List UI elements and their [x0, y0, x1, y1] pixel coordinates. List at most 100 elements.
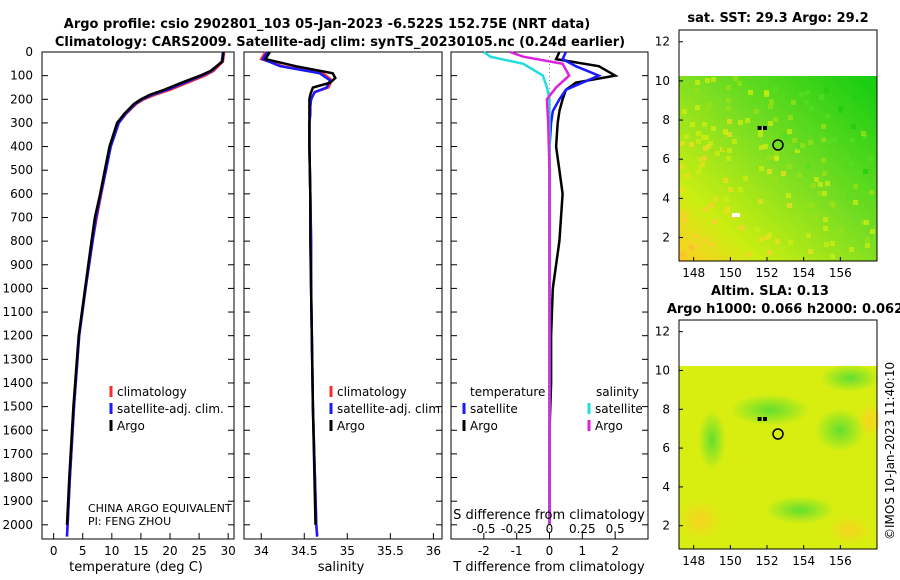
- sst-map: ▪▪: [678, 29, 878, 262]
- map-x-tick-label: 152: [756, 266, 779, 280]
- sst-pixel: [768, 121, 773, 126]
- sst-pixel: [774, 85, 779, 90]
- sst-pixel: [769, 155, 774, 160]
- sst-argo-marker: [772, 139, 784, 151]
- sst-pixel: [774, 151, 779, 156]
- sst-pixel: [696, 139, 701, 144]
- sst-pixel: [764, 235, 769, 240]
- sst-pixel: [845, 155, 850, 160]
- sst-pixel: [745, 118, 750, 123]
- sst-pixel: [766, 155, 771, 160]
- sst-pixel: [769, 99, 774, 104]
- depth-axis: 0 100 200 300 400 500 600 700 800 900 1000 1100 1200…: [2, 45, 648, 532]
- sla-float-track: ▪▪: [757, 414, 768, 423]
- sst-pixel: [707, 102, 712, 107]
- sst-pixel: [807, 203, 812, 208]
- temperature-legend: climatology satellite-adj. clim. Argo: [109, 385, 224, 433]
- sst-pixel: [825, 181, 830, 186]
- legend-s-argo: Argo: [595, 419, 623, 433]
- sst-pixel: [822, 171, 827, 176]
- sst-pixel: [805, 90, 810, 95]
- sst-pixel: [821, 137, 826, 142]
- sst-pixel: [682, 218, 687, 223]
- sst-pixel: [773, 88, 778, 93]
- diff-x-tick-label: 1: [579, 544, 587, 558]
- sst-pixel: [827, 139, 832, 144]
- sst-pixel: [739, 225, 744, 230]
- sst-pixel: [823, 226, 828, 231]
- sst-pixel: [811, 183, 816, 188]
- sst-pixel: [832, 137, 837, 142]
- sst-pixel: [800, 143, 805, 148]
- sst-pixel: [680, 252, 685, 257]
- sst-pixel: [696, 131, 701, 136]
- sst-pixel: [862, 134, 867, 139]
- sst-pixel: [773, 117, 778, 122]
- map-y-tick-label: 2: [662, 231, 670, 245]
- map-x-tick-label: 150: [719, 266, 742, 280]
- sst-pixel: [695, 80, 700, 85]
- map-y-tick-label: 10: [655, 363, 670, 377]
- sst-pixel: [759, 166, 764, 171]
- sst-pixel: [871, 79, 876, 84]
- sst-pixel: [808, 249, 813, 254]
- difference-legend: temperature salinity satellite Argo sate…: [462, 385, 643, 433]
- credit-line2: PI: FENG ZHOU: [88, 515, 171, 528]
- sst-pixel: [742, 81, 747, 86]
- sst-pixel: [705, 106, 710, 111]
- sst-pixel: [708, 141, 713, 146]
- legend-salinity: salinity: [596, 385, 639, 399]
- map-x-tick-label: 152: [756, 554, 779, 568]
- sst-map-title: sat. SST: 29.3 Argo: 29.2: [687, 11, 868, 26]
- sst-pixel: [864, 186, 869, 191]
- sst-pixel: [746, 252, 751, 257]
- sst-pixel: [743, 176, 748, 181]
- series-line-argo: [263, 51, 337, 525]
- sst-pixel: [723, 178, 728, 183]
- sst-pixel: [851, 124, 856, 129]
- sst-pixel: [758, 127, 763, 132]
- sst-pixel: [797, 173, 802, 178]
- sst-pixel: [728, 187, 733, 192]
- sst-pixel: [737, 81, 742, 86]
- sst-pixel: [694, 234, 699, 239]
- sst-pixel: [705, 78, 710, 83]
- depth-tick-label: 200: [10, 92, 33, 106]
- sst-pixel: [799, 92, 804, 97]
- sst-pixel: [839, 228, 844, 233]
- series-line-temperature-argo: [548, 51, 619, 525]
- sst-pixel: [689, 142, 694, 147]
- depth-tick-label: 1000: [2, 281, 33, 295]
- sla-map: ▪▪: [678, 319, 882, 550]
- sst-pixel: [703, 207, 708, 212]
- temperature-panel: [41, 51, 235, 540]
- sst-pixel: [694, 243, 699, 248]
- sst-pixel: [787, 203, 792, 208]
- sst-pixel: [732, 139, 737, 144]
- sst-pixel: [864, 220, 869, 225]
- sst-pixel: [861, 183, 866, 188]
- depth-tick-label: 1800: [2, 471, 33, 485]
- depth-tick-label: 1700: [2, 447, 33, 461]
- legend-satellite-adj: satellite-adj. clim.: [117, 402, 224, 416]
- diff-top-tick-label: 0: [546, 522, 554, 536]
- depth-tick-label: 900: [10, 258, 33, 272]
- legend-t-satellite: satellite: [470, 402, 518, 416]
- sst-float-track: ▪▪: [757, 123, 768, 132]
- sst-pixel: [763, 144, 768, 149]
- legend-climatology-s: climatology: [337, 385, 407, 399]
- sst-pixel: [702, 238, 707, 243]
- sst-pixel: [702, 122, 707, 127]
- depth-tick-label: 1600: [2, 423, 33, 437]
- sst-pixel: [697, 165, 702, 170]
- map-y-tick-label: 12: [655, 325, 670, 339]
- legend-s-satellite: satellite: [595, 402, 643, 416]
- map-y-tick-label: 8: [662, 113, 670, 127]
- sst-pixel: [733, 76, 738, 81]
- diff-x-tick-label: 0: [546, 544, 554, 558]
- sst-pixel: [849, 161, 854, 166]
- diff-top-tick-label: 0.5: [606, 522, 625, 536]
- sst-pixel: [830, 254, 835, 259]
- series-line-argo: [65, 51, 225, 525]
- diff-x-tick-label: -2: [478, 544, 490, 558]
